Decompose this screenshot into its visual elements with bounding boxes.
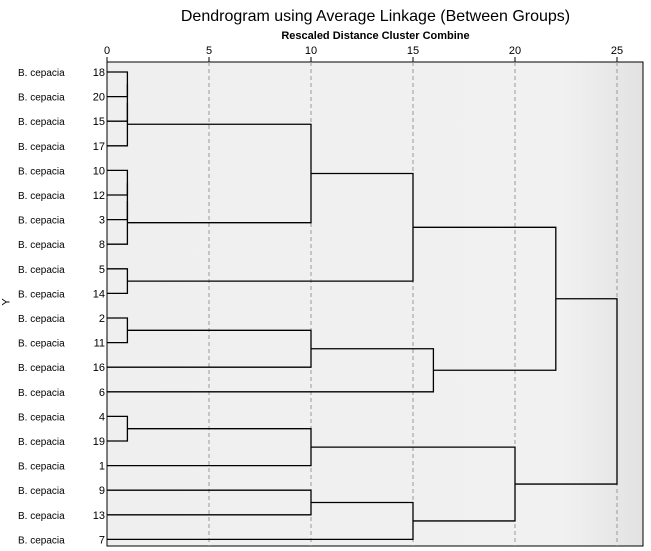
case-number: 6 xyxy=(99,387,105,399)
case-number: 17 xyxy=(93,141,105,153)
case-number: 19 xyxy=(93,436,105,448)
row-label: B. cepacia xyxy=(18,265,65,276)
row-label: B. cepacia xyxy=(18,117,65,128)
x-tick-label-5: 5 xyxy=(206,45,212,57)
dendrogram-link-F xyxy=(107,201,129,245)
row-label: B. cepacia xyxy=(18,142,65,153)
chart-title: Dendrogram using Average Linkage (Betwee… xyxy=(180,8,571,25)
row-label: B. cepacia xyxy=(18,339,65,350)
row-label: B. cepacia xyxy=(18,363,65,374)
row-label: B. cepacia xyxy=(18,535,65,546)
row-label: B. cepacia xyxy=(18,388,65,399)
case-number: 14 xyxy=(93,288,105,300)
row-label: B. cepacia xyxy=(18,511,65,522)
case-number: 2 xyxy=(99,313,105,325)
row-label: B. cepacia xyxy=(18,68,65,79)
row-label: B. cepacia xyxy=(18,191,65,202)
case-number: 20 xyxy=(93,92,105,104)
row-label: B. cepacia xyxy=(18,93,65,104)
x-axis-title: Rescaled Distance Cluster Combine xyxy=(281,30,470,42)
row-label: B. cepacia xyxy=(18,240,65,251)
case-number: 11 xyxy=(94,338,105,350)
case-number: 12 xyxy=(93,190,105,202)
x-tick-label-10: 10 xyxy=(305,45,317,57)
x-tick-label-15: 15 xyxy=(407,45,419,57)
row-label: B. cepacia xyxy=(18,462,65,473)
case-number: 18 xyxy=(93,67,105,79)
row-label: B. cepacia xyxy=(18,437,65,448)
row-label: B. cepacia xyxy=(18,314,65,325)
x-tick-label-25: 25 xyxy=(611,45,623,57)
row-label: B. cepacia xyxy=(18,166,65,177)
case-number: 10 xyxy=(93,165,105,177)
x-tick-label-20: 20 xyxy=(509,45,521,57)
case-number: 5 xyxy=(99,264,105,276)
case-number: 15 xyxy=(93,116,105,128)
plot-area xyxy=(106,61,644,547)
case-number: 9 xyxy=(99,485,105,497)
x-tick-label-0: 0 xyxy=(104,45,110,57)
dendrogram-link-C xyxy=(107,102,129,147)
row-label: B. cepacia xyxy=(18,216,65,227)
row-label: B. cepacia xyxy=(18,289,65,300)
dendrogram-link-S xyxy=(515,298,618,485)
row-label: B. cepacia xyxy=(18,412,65,423)
case-number: 4 xyxy=(99,411,105,423)
row-label: B. cepacia xyxy=(18,486,65,497)
case-number: 3 xyxy=(99,215,105,227)
case-number: 1 xyxy=(99,461,105,473)
case-number: 13 xyxy=(93,510,105,522)
case-number: 7 xyxy=(99,534,105,546)
case-number: 8 xyxy=(99,239,105,251)
case-number: 16 xyxy=(93,362,105,374)
